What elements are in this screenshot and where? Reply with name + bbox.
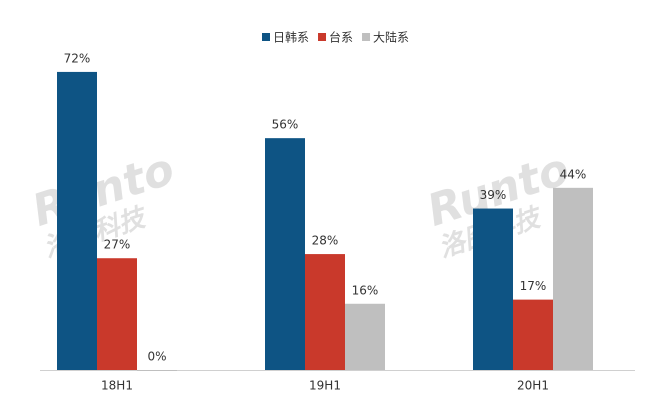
data-label: 17%	[520, 279, 547, 293]
legend-swatch	[362, 33, 371, 41]
bar	[553, 187, 593, 370]
data-label: 28%	[312, 234, 339, 248]
legend-label: 台系	[329, 30, 353, 45]
legend-swatch	[262, 33, 270, 41]
legend-swatch	[318, 33, 327, 41]
bar	[345, 303, 385, 370]
data-label: 27%	[104, 238, 131, 252]
data-label: 44%	[560, 167, 587, 181]
data-label: 72%	[64, 51, 91, 65]
data-label: 0%	[147, 350, 166, 364]
bar	[137, 370, 177, 371]
x-tick-label: 18H1	[101, 379, 133, 393]
data-label: 39%	[480, 188, 507, 202]
legend-label: 大陆系	[373, 30, 409, 45]
bar	[57, 71, 97, 371]
data-label: 16%	[352, 283, 379, 297]
bar	[97, 258, 137, 370]
bar	[305, 254, 345, 370]
x-tick-label: 19H1	[309, 379, 341, 393]
bar	[513, 299, 553, 370]
bar	[265, 138, 305, 370]
x-tick-label: 20H1	[517, 379, 549, 393]
data-label: 56%	[272, 118, 299, 132]
bar	[473, 208, 513, 370]
legend-label: 日韩系	[273, 30, 309, 45]
